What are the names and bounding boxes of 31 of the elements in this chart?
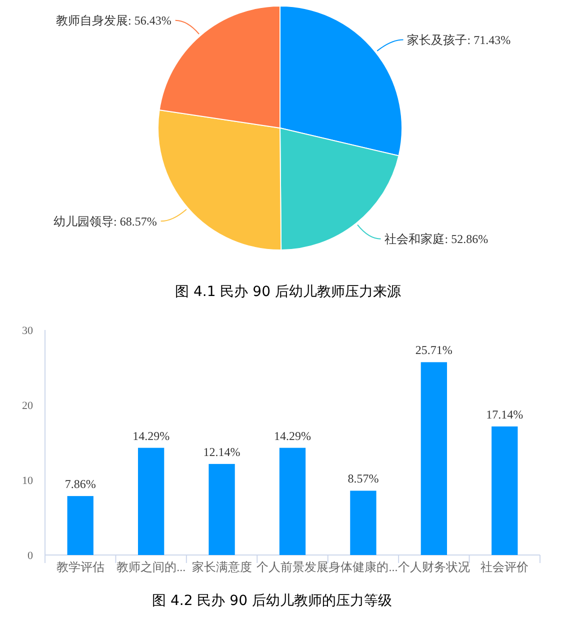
x-tick-label: 教师之间的... bbox=[116, 560, 186, 574]
bar bbox=[138, 448, 164, 555]
x-tick-label: 身体健康的... bbox=[328, 560, 398, 574]
slice-label: 社会和家庭: 52.86% bbox=[384, 232, 488, 246]
y-tick-label: 30 bbox=[22, 324, 34, 337]
x-tick-label: 个人前景发展 bbox=[256, 560, 328, 574]
data-label: 14.29% bbox=[274, 428, 311, 443]
x-tick-label: 家长满意度 bbox=[192, 560, 252, 574]
data-label: 25.71% bbox=[415, 343, 452, 358]
y-tick-label: 20 bbox=[22, 400, 34, 412]
bar bbox=[350, 490, 376, 555]
x-tick-label: 社会评价 bbox=[480, 560, 529, 574]
data-label: 12.14% bbox=[203, 444, 240, 459]
data-label: 17.14% bbox=[486, 407, 524, 422]
bar bbox=[67, 496, 94, 555]
data-label: 8.57% bbox=[348, 472, 379, 486]
x-tick-label: 个人财务状况 bbox=[398, 560, 470, 574]
bar bbox=[420, 362, 448, 555]
x-tick-label: 教学评估 bbox=[56, 560, 104, 574]
data-label: 14.29% bbox=[132, 428, 170, 443]
slice-label: 幼儿园领导: 68.57% bbox=[53, 214, 157, 228]
y-tick-label: 0 bbox=[28, 550, 34, 562]
slice-label: 家长及孩子: 71.43% bbox=[407, 32, 511, 47]
bar bbox=[279, 448, 306, 555]
bar bbox=[492, 426, 518, 555]
slice-label: 教师自身发展: 56.43% bbox=[56, 14, 172, 28]
text: 图 4.2 民办 90 后幼儿教师的压力等级 bbox=[152, 593, 392, 609]
text: 图 4.1 民办 90 后幼儿教师压力来源 bbox=[175, 284, 401, 300]
y-tick-label: 10 bbox=[22, 474, 34, 487]
data-label: 7.86% bbox=[64, 477, 96, 492]
bar bbox=[208, 464, 235, 555]
